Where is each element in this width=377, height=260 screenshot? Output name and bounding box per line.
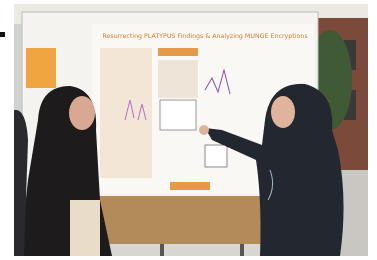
corner-mark — [0, 32, 5, 37]
shirt — [70, 200, 100, 256]
poster-figure — [205, 145, 227, 167]
easel-leg — [160, 244, 164, 256]
face — [271, 96, 295, 128]
section-header — [170, 182, 210, 190]
poster-text-block — [158, 60, 198, 98]
orange-sign — [26, 48, 56, 88]
section-header — [158, 48, 198, 56]
photo: Resurrecting PLATYPUS Findings & Analyzi… — [0, 0, 377, 260]
hand — [199, 125, 209, 135]
poster-figure — [160, 100, 196, 130]
poster-title: Resurrecting PLATYPUS Findings & Analyzi… — [102, 33, 307, 40]
cork-board — [92, 196, 282, 244]
face — [69, 96, 95, 130]
easel-leg — [240, 244, 244, 256]
